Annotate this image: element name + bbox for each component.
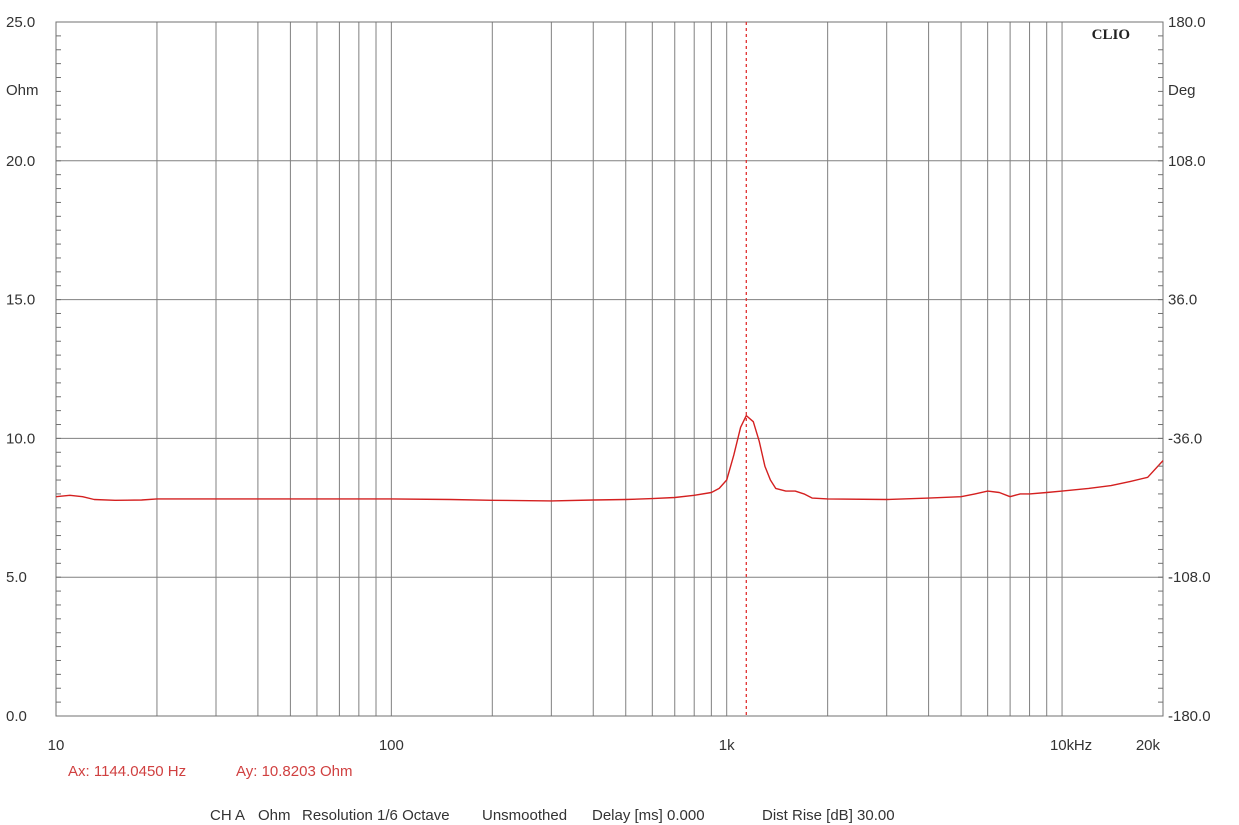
status-dist-rise: Dist Rise [dB] 30.00 <box>762 807 895 824</box>
x-tick-label: 10k <box>1050 737 1075 754</box>
plot-frame <box>55 21 1164 717</box>
status-resolution: Resolution 1/6 Octave <box>302 807 450 824</box>
impedance-series-line <box>55 414 1164 502</box>
y-right-tick-label: 36.0 <box>1168 292 1197 309</box>
status-bar: CH A Ohm Resolution 1/6 Octave Unsmoothe… <box>210 807 895 824</box>
x-tick-label: 100 <box>379 737 404 754</box>
x-unit-label: Hz <box>1074 737 1092 754</box>
y-right-tick-label: -180.0 <box>1168 708 1211 725</box>
status-delay: Delay [ms] 0.000 <box>592 807 705 824</box>
cursor-ay-readout: Ay: 10.8203 Ohm <box>236 763 352 780</box>
y-right-tick-label: 180.0 <box>1168 14 1206 31</box>
y-left-tick-label: 15.0 <box>6 292 35 309</box>
status-channel: CH A <box>210 807 245 824</box>
x-tick-label: 10 <box>48 737 65 754</box>
x-tick-label: 1k <box>719 737 735 754</box>
y-left-unit-label: Ohm <box>6 82 39 99</box>
brand-label: CLIO <box>1092 27 1130 43</box>
axis-ticks: 0.0 5.0 10.0 15.0 20.0 25.0 -180.0 -108.0 -36.0 3… <box>6 14 1211 754</box>
y-right-tick-label: -36.0 <box>1168 430 1202 447</box>
y-left-tick-label: 10.0 <box>6 430 35 447</box>
y-right-tick-label: -108.0 <box>1168 569 1211 586</box>
y-left-tick-label: 5.0 <box>6 569 27 586</box>
y-left-tick-label: 0.0 <box>6 708 27 725</box>
y-right-tick-label: 108.0 <box>1168 153 1206 170</box>
impedance-trace <box>55 414 1164 502</box>
x-tick-label: 20k <box>1136 737 1161 754</box>
y-left-tick-label: 20.0 <box>6 153 35 170</box>
y-right-unit-label: Deg <box>1168 82 1196 99</box>
status-unit: Ohm <box>258 807 291 824</box>
cursor-ax-readout: Ax: 1144.0450 Hz <box>68 763 186 780</box>
status-smoothing: Unsmoothed <box>482 807 567 824</box>
grid <box>56 22 1163 716</box>
y-left-tick-label: 25.0 <box>6 14 35 31</box>
